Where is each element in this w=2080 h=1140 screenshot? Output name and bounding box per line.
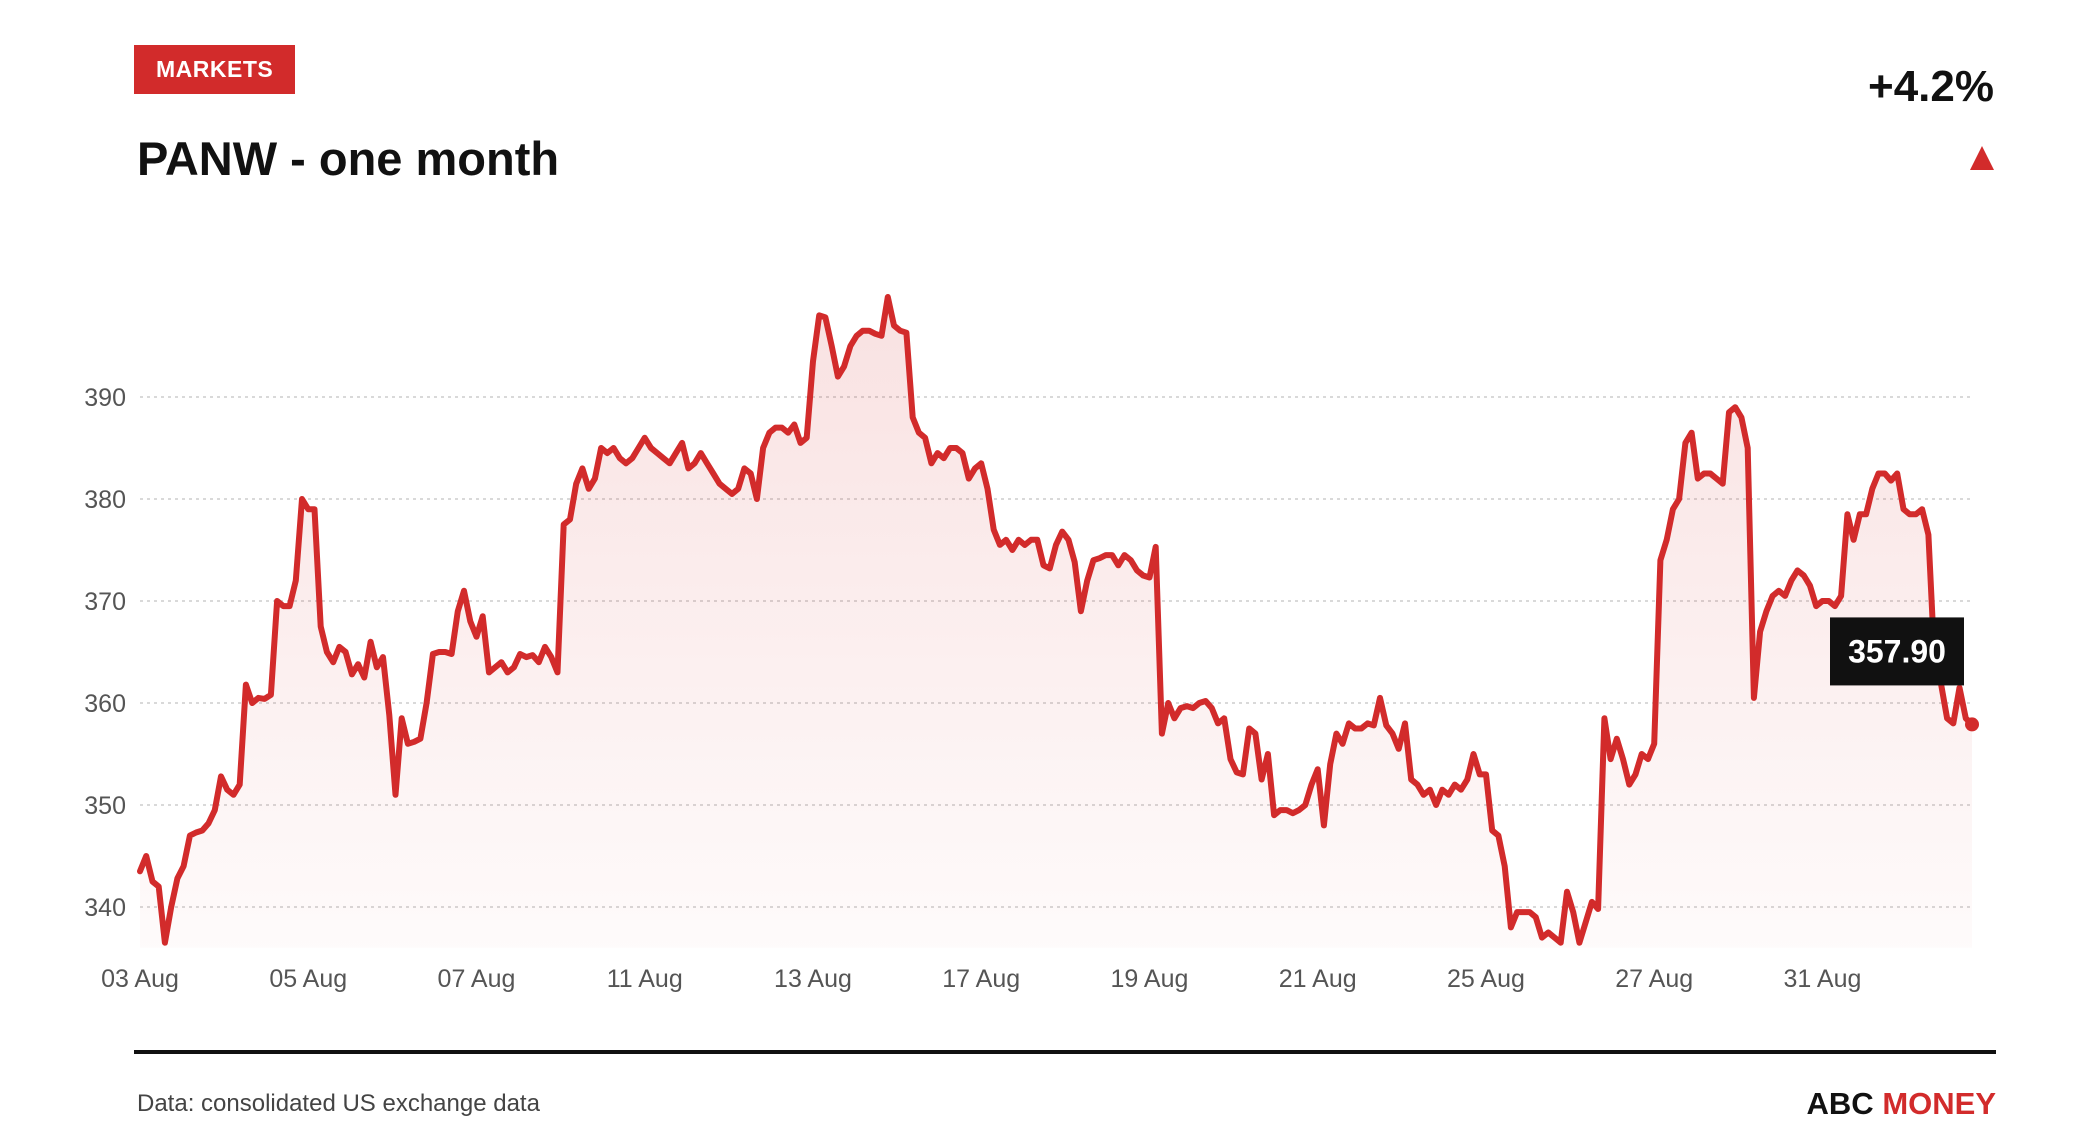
- x-axis: 03 Aug 05 Aug 07 Aug 11 Aug 13 Aug 17 Aug 19 A…: [101, 965, 1861, 993]
- y-tick-label: 370: [84, 588, 126, 616]
- last-price-label: 357.90: [1830, 617, 1964, 686]
- x-tick-label: 25 Aug: [1447, 965, 1525, 993]
- y-tick-label: 340: [84, 894, 126, 922]
- data-source: Data: consolidated US exchange data: [137, 1090, 540, 1117]
- price-area: [140, 297, 1972, 948]
- y-axis: 340 350 360 370 380 390: [84, 384, 126, 922]
- section-tag: MARKETS: [134, 45, 296, 94]
- chart-title: PANW - one month: [137, 132, 560, 185]
- x-tick-label: 13 Aug: [774, 965, 852, 993]
- y-tick-label: 380: [84, 486, 126, 514]
- footer-rule: [134, 1050, 1996, 1054]
- triangle-up-icon: [1970, 146, 1994, 170]
- y-tick-label: 350: [84, 792, 126, 820]
- x-tick-label: 21 Aug: [1279, 965, 1357, 993]
- brand-abc: ABC: [1806, 1086, 1874, 1121]
- x-tick-label: 19 Aug: [1111, 965, 1189, 993]
- price-line: [137, 294, 1975, 946]
- x-tick-label: 31 Aug: [1784, 965, 1862, 993]
- x-tick-label: 11 Aug: [607, 965, 683, 993]
- brand-logo: ABC MONEY: [1807, 1086, 1996, 1122]
- percent-change: +4.2%: [1868, 62, 1994, 111]
- last-price-value: 357.90: [1848, 633, 1946, 669]
- x-tick-label: 27 Aug: [1615, 965, 1693, 993]
- last-price-point: [1965, 717, 1979, 732]
- x-tick-label: 05 Aug: [269, 965, 347, 993]
- brand-money: MONEY: [1882, 1086, 1996, 1121]
- x-tick-label: 07 Aug: [438, 965, 516, 993]
- x-tick-label: 03 Aug: [101, 965, 179, 993]
- y-tick-label: 390: [84, 384, 126, 412]
- x-tick-label: 17 Aug: [942, 965, 1020, 993]
- y-tick-label: 360: [84, 690, 126, 718]
